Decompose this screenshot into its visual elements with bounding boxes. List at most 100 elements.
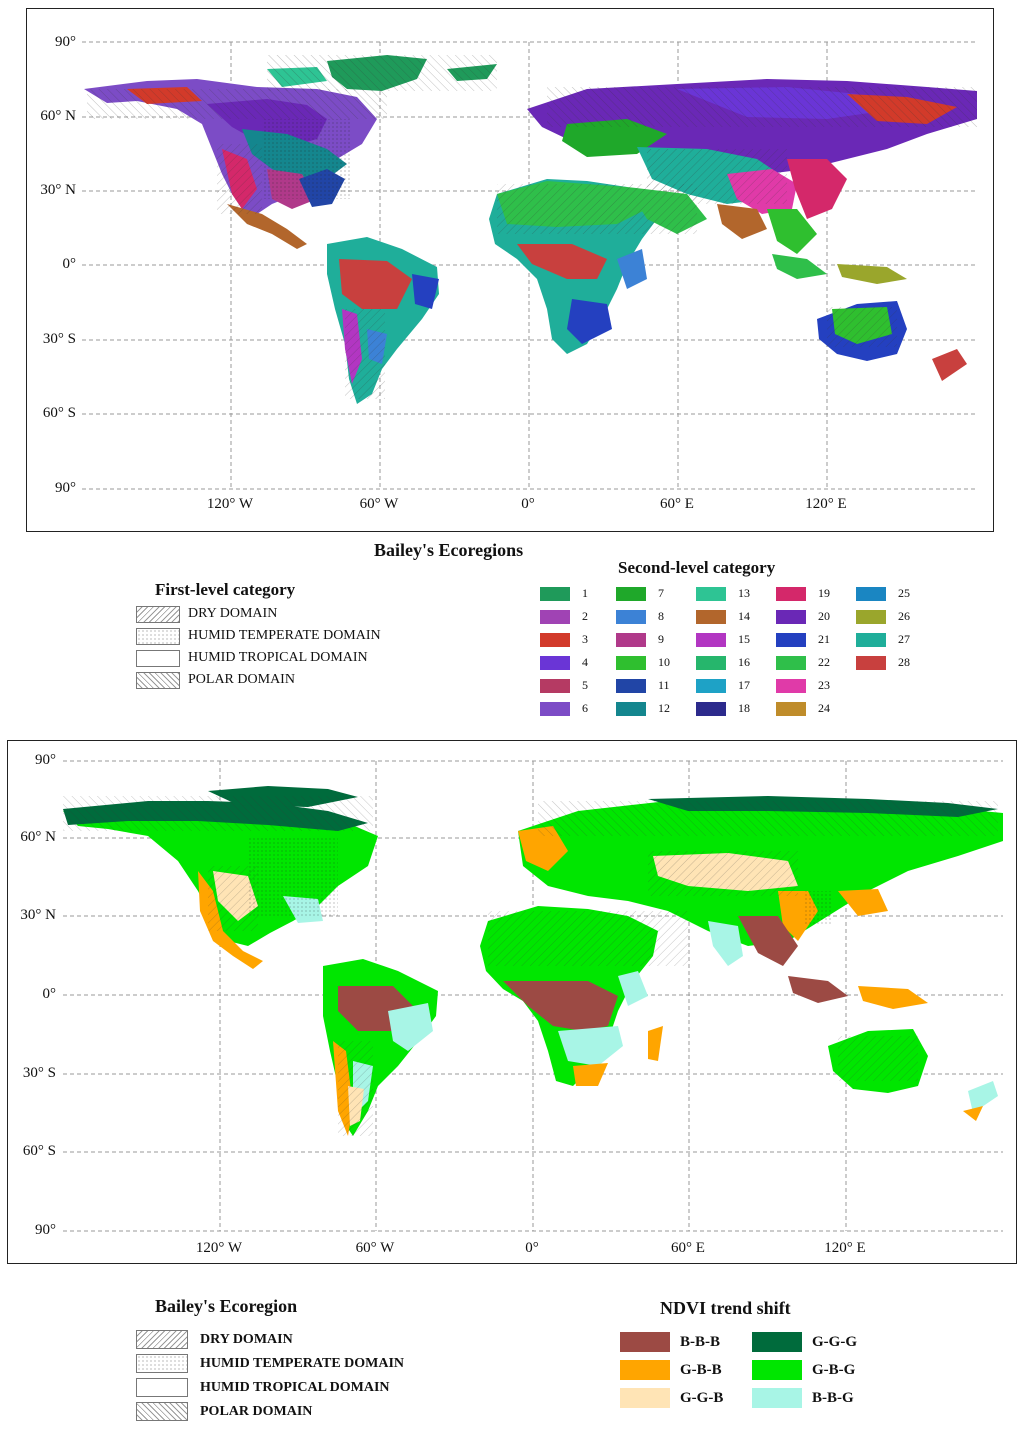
- second-level-item: 5: [540, 678, 588, 693]
- second-level-swatch: [776, 655, 806, 670]
- lon2-label-120w: 120° W: [195, 1240, 243, 1256]
- lat-label-0: 0°: [62, 256, 77, 272]
- second-level-label: 26: [898, 609, 910, 623]
- second-level-label: 19: [818, 586, 830, 600]
- second-level-swatch: [540, 655, 570, 670]
- second-level-swatch: [856, 586, 886, 601]
- legend2-humid-tropical: HUMID TROPICAL DOMAIN: [136, 1378, 390, 1397]
- second-level-label: 3: [582, 632, 588, 646]
- lat-label-30n: 30° N: [40, 182, 76, 198]
- lat2-label-30n: 30° N: [20, 907, 56, 923]
- second-level-label: 4: [582, 655, 588, 669]
- polar-domain-label: POLAR DOMAIN: [188, 672, 295, 687]
- first-level-title: First-level category: [155, 580, 296, 599]
- second-level-item: 8: [616, 609, 664, 624]
- lon2-label-60e: 60° E: [671, 1240, 705, 1256]
- ndvi-swatch: [752, 1332, 802, 1352]
- second-level-item: 20: [776, 609, 830, 624]
- polar-domain-swatch-2: [136, 1402, 188, 1421]
- humid-temperate-label-2: HUMID TEMPERATE DOMAIN: [200, 1355, 405, 1371]
- second-level-label: 21: [818, 632, 830, 646]
- ndvi-swatch: [752, 1388, 802, 1408]
- second-level-item: 1: [540, 586, 588, 601]
- second-level-label: 24: [818, 701, 830, 715]
- second-level-item: 6: [540, 701, 588, 716]
- lat-label-60n: 60° N: [40, 108, 76, 124]
- second-level-item: 10: [616, 655, 670, 670]
- second-level-item: 27: [856, 632, 910, 647]
- second-level-label: 27: [898, 632, 910, 646]
- arctic-islands: [267, 55, 497, 91]
- north-america-regions: [84, 79, 387, 249]
- second-level-swatch: [616, 609, 646, 624]
- second-level-label: 12: [658, 701, 670, 715]
- second-level-swatch: [696, 586, 726, 601]
- second-level-label: 13: [738, 586, 750, 600]
- ndvi-trend-map: [7, 740, 1017, 1264]
- second-level-item: 14: [696, 609, 750, 624]
- second-level-label: 5: [582, 678, 588, 692]
- second-level-item: 21: [776, 632, 830, 647]
- dry-domain-swatch-2: [136, 1330, 188, 1349]
- ndvi-label: G-B-B: [680, 1361, 722, 1378]
- second-level-swatch: [856, 609, 886, 624]
- africa-regions: [489, 179, 707, 354]
- second-level-label: 23: [818, 678, 830, 692]
- second-level-label: 8: [658, 609, 664, 623]
- humid-temperate-label: HUMID TEMPERATE DOMAIN: [188, 628, 381, 643]
- lon2-label-60w: 60° W: [355, 1240, 395, 1256]
- second-level-item: 2: [540, 609, 588, 624]
- second-level-swatch: [696, 609, 726, 624]
- ndvi-legend-item: G-B-B: [620, 1360, 722, 1380]
- second-level-swatch: [856, 632, 886, 647]
- ndvi-swatch: [620, 1360, 670, 1380]
- second-level-item: 24: [776, 701, 830, 716]
- second-level-swatch: [540, 586, 570, 601]
- second-level-swatch: [616, 632, 646, 647]
- second-level-label: 20: [818, 609, 830, 623]
- second-level-swatch: [856, 655, 886, 670]
- second-level-label: 14: [738, 609, 750, 623]
- second-level-label: 22: [818, 655, 830, 669]
- second-level-item: 7: [616, 586, 664, 601]
- second-level-swatch: [696, 632, 726, 647]
- second-level-item: 16: [696, 655, 750, 670]
- legend-polar-domain: POLAR DOMAIN: [136, 671, 295, 689]
- lat2-label-90n: 90°: [35, 752, 56, 768]
- second-level-label: 15: [738, 632, 750, 646]
- legend2-dry-domain: DRY DOMAIN: [136, 1330, 293, 1349]
- africa-ndvi: [480, 906, 688, 1086]
- ndvi-label: B-B-G: [812, 1389, 854, 1406]
- legend-humid-temperate: HUMID TEMPERATE DOMAIN: [136, 627, 381, 645]
- second-level-label: 2: [582, 609, 588, 623]
- second-level-item: 9: [616, 632, 664, 647]
- second-level-label: 16: [738, 655, 750, 669]
- second-level-swatch: [776, 678, 806, 693]
- lat2-label-90s: 90°: [35, 1222, 56, 1238]
- humid-tropical-swatch: [136, 649, 180, 667]
- humid-temperate-swatch-2: [136, 1354, 188, 1373]
- lon-label-60e: 60° E: [660, 496, 694, 512]
- ndvi-legend-item: G-B-G: [752, 1360, 855, 1380]
- ecoregion-map: [26, 8, 994, 532]
- eurasia-ndvi: [518, 796, 1003, 966]
- second-level-item: 4: [540, 655, 588, 670]
- second-level-swatch: [616, 701, 646, 716]
- second-level-label: 1: [582, 586, 588, 600]
- second-level-item: 25: [856, 586, 910, 601]
- south-america-regions: [327, 237, 439, 404]
- polar-domain-swatch: [136, 671, 180, 689]
- lon-label-120w: 120° W: [206, 496, 254, 512]
- oceania-ndvi: [788, 976, 998, 1121]
- na-ndvi: [63, 786, 378, 969]
- lon2-label-120e: 120° E: [824, 1240, 866, 1256]
- second-level-item: 12: [616, 701, 670, 716]
- second-level-swatch: [540, 632, 570, 647]
- lat-label-60s: 60° S: [42, 405, 76, 421]
- humid-tropical-label: HUMID TROPICAL DOMAIN: [188, 650, 368, 665]
- second-level-swatch: [776, 632, 806, 647]
- lon-label-60w: 60° W: [359, 496, 399, 512]
- second-level-swatch: [540, 609, 570, 624]
- eurasia-regions: [527, 79, 977, 254]
- ndvi-label: G-G-G: [812, 1333, 857, 1350]
